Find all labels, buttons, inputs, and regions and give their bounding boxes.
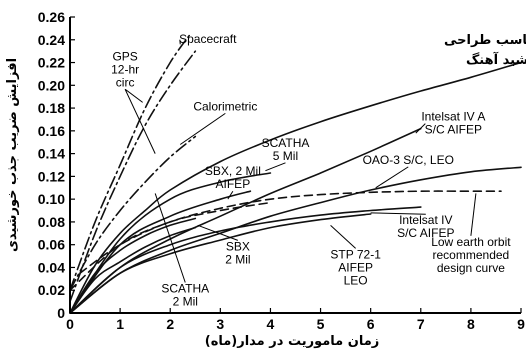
annotation-label: LEO — [344, 273, 368, 287]
x-tick-label: 0 — [66, 316, 74, 332]
annotation-leader — [179, 112, 226, 145]
annotation-label: OAO-3 S/C, LEO — [363, 153, 454, 167]
annotation-label: S/C AIFEP — [397, 226, 454, 240]
y-tick-label: 0.02 — [38, 282, 65, 298]
annotation-7: Intelsat IVS/C AIFEP — [370, 212, 454, 240]
x-tick-label: 6 — [367, 316, 375, 332]
y-tick-label: 0.12 — [38, 168, 65, 184]
series-line-10 — [69, 226, 197, 314]
y-tick-label: 0.24 — [38, 32, 65, 48]
series-line-0 — [69, 33, 192, 291]
annotation-label: SCATHA — [262, 136, 310, 150]
annotation-leader — [154, 193, 186, 283]
x-tick-label: 3 — [216, 316, 224, 332]
annotation-label: Calorimetric — [193, 99, 257, 113]
x-axis-title: زمان ماموریت در مدار(ماه) — [205, 334, 379, 349]
annotation-label: Spacecraft — [179, 32, 237, 46]
chart-title-line-2: برای مدار خورشید آهنگ — [466, 51, 526, 68]
y-tick-label: 0.06 — [38, 237, 65, 253]
annotation-leader — [415, 123, 426, 134]
x-tick-label: 2 — [166, 316, 174, 332]
y-axis-title: افزایش ضریب جذب خورشیدی — [5, 58, 20, 252]
chart-title-line-1: .منحنی مناسب طراحی — [444, 33, 526, 48]
annotation-leader — [330, 224, 356, 249]
series-layer — [69, 33, 522, 314]
annotation-label: Intelsat IV — [399, 213, 452, 227]
annotation-label: 5 Mil — [273, 149, 298, 163]
x-tick-label: 8 — [467, 316, 475, 332]
annotation-label: circ — [116, 75, 135, 89]
annotation-5: Intelsat IV AS/C AIFEP — [415, 110, 485, 137]
annotation-label: SBX, 2 Mil — [205, 164, 261, 178]
annotation-1: Spacecraft — [179, 32, 237, 46]
series-line-8 — [69, 206, 422, 314]
y-tick-label: 0.14 — [38, 146, 65, 162]
annotation-label: GPS — [112, 49, 137, 63]
series-line-2 — [69, 135, 197, 291]
y-tick-label: 0.08 — [38, 214, 65, 230]
annotation-label: AIFEP — [216, 177, 251, 191]
annotation-label: Low earth orbit — [431, 235, 511, 249]
annotation-leader — [265, 162, 286, 172]
x-tick-label: 1 — [116, 316, 124, 332]
annotation-leader — [227, 190, 234, 200]
y-tick-label: 0.04 — [38, 259, 65, 275]
x-tick-label: 5 — [317, 316, 325, 332]
series-line-7 — [69, 166, 522, 314]
series-line-13 — [79, 201, 272, 274]
y-tick-label: 0.26 — [38, 9, 65, 25]
x-tick-label: 4 — [267, 316, 275, 332]
annotation-label: 2 Mil — [225, 252, 250, 266]
annotation-label: S/C AIFEP — [425, 123, 482, 137]
annotation-label: 12-hr — [111, 62, 139, 76]
annotation-6: OAO-3 S/C, LEO — [363, 153, 454, 189]
annotation-label: SCATHA — [161, 282, 209, 296]
annotation-label: design curve — [437, 261, 505, 275]
annotation-leader — [124, 88, 143, 103]
series-line-1 — [69, 50, 197, 303]
x-tick-label: 7 — [417, 316, 425, 332]
annotation-label: 2 Mil — [173, 295, 198, 309]
annotation-label: recommended — [433, 248, 510, 262]
annotation-label: SBX — [226, 239, 250, 253]
annotation-leader — [470, 193, 477, 236]
annotation-leader — [197, 224, 239, 241]
annotation-label: STP 72-1 — [330, 247, 381, 261]
series-line-11 — [69, 217, 197, 314]
annotation-leader — [375, 166, 409, 189]
y-tick-label: 0 — [57, 305, 65, 321]
axes: 0 1 2 3 4 5 6 7 8 9 0 0.02 0.04 0.06 0.08 0.10 0.12 0.14 0… — [38, 9, 525, 332]
annotation-label: Intelsat IV A — [421, 110, 485, 124]
y-tick-label: 0.18 — [38, 100, 65, 116]
series-line-3 — [69, 61, 522, 314]
y-tick-label: 0.20 — [38, 77, 65, 93]
y-tick-label: 0.16 — [38, 123, 65, 139]
y-tick-label: 0.10 — [38, 191, 65, 207]
annotation-2: Calorimetric — [179, 99, 257, 145]
x-tick-label: 9 — [517, 316, 525, 332]
annotation-leader — [370, 212, 426, 215]
annotation-label: AIFEP — [338, 260, 373, 274]
y-tick-label: 0.22 — [38, 55, 65, 71]
annotation-leader — [124, 89, 156, 154]
series-line-9 — [69, 213, 372, 314]
